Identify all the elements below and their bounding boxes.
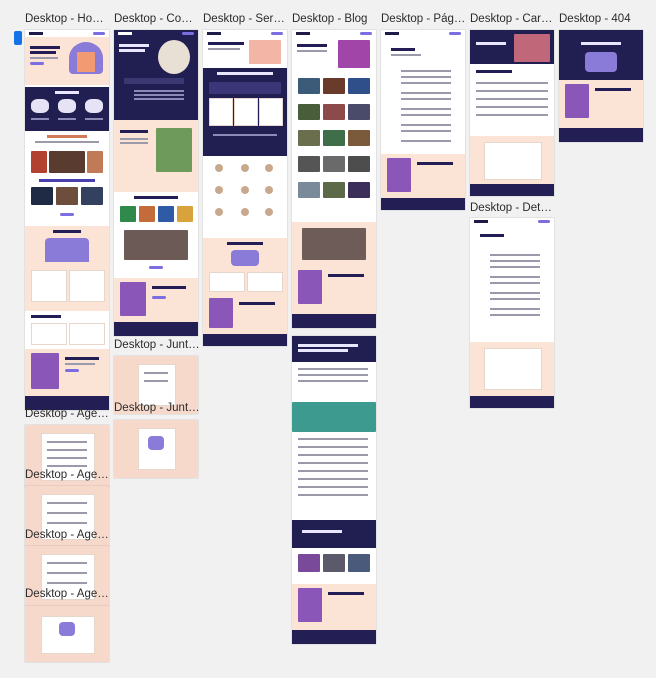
article-hero-image [292, 402, 376, 432]
newsletter-section [292, 584, 376, 630]
posts-grid [292, 74, 376, 222]
artboard-label-agenda-2[interactable]: Desktop - Age… [25, 469, 109, 481]
application-form [470, 342, 554, 396]
footer [292, 314, 376, 328]
artboard-label-blog[interactable]: Desktop - Blog [292, 13, 368, 25]
artboard-junte-1[interactable] [114, 356, 198, 414]
error-hero [559, 30, 643, 80]
footer [203, 334, 287, 346]
artboard-carreira[interactable] [470, 30, 554, 196]
artboard-label-home[interactable]: Desktop - Hom… [25, 13, 111, 25]
hero-section [114, 30, 198, 120]
footer [470, 184, 554, 196]
article-body [292, 432, 376, 520]
story-section [114, 120, 198, 192]
footer [559, 128, 643, 142]
artboard-servicos[interactable] [203, 30, 287, 346]
artboard-agenda-4[interactable] [25, 606, 109, 662]
selection-indicator [14, 31, 22, 45]
artboard-junte-2[interactable] [114, 420, 198, 478]
artboard-label-servicos[interactable]: Desktop - Servi… [203, 13, 289, 25]
artboard-label-pagina[interactable]: Desktop - Pági… [381, 13, 467, 25]
community-section [292, 222, 376, 266]
artboard-pagina[interactable] [381, 30, 465, 210]
footer [381, 198, 465, 210]
application-form [470, 136, 554, 184]
artboard-label-carreira[interactable]: Desktop - Carr… [470, 13, 556, 25]
artboard-agenda-3[interactable] [25, 546, 109, 606]
jobs-table [470, 64, 554, 136]
features-section [25, 87, 109, 131]
newsletter-section [559, 80, 643, 128]
footer [114, 322, 198, 336]
services-section [203, 68, 287, 156]
artboard-label-agenda-4[interactable]: Desktop - Age… [25, 588, 109, 600]
artboard-label-junte-1[interactable]: Desktop - Junt… [114, 339, 200, 351]
artboard-agenda-1[interactable] [25, 425, 109, 487]
artboard-home[interactable] [25, 30, 109, 410]
article-intro [292, 362, 376, 402]
footer [292, 630, 376, 644]
community-section [25, 131, 109, 226]
artboard-label-404[interactable]: Desktop - 404 [559, 13, 631, 25]
agenda-section [25, 311, 109, 349]
artboard-comunidade[interactable] [114, 30, 198, 336]
newsletter-section [292, 266, 376, 314]
artboard-blog[interactable] [292, 30, 376, 328]
footer [25, 396, 109, 410]
artboard-404[interactable] [559, 30, 643, 142]
agenda-section [203, 238, 287, 294]
hero-section [292, 30, 376, 74]
author-box [292, 520, 376, 548]
hero-section [470, 30, 554, 64]
artboard-detalhe[interactable] [470, 218, 554, 408]
newsletter-section [381, 154, 465, 198]
artboard-blog-article[interactable] [292, 336, 376, 644]
team-section [114, 192, 198, 278]
newsletter-section [114, 278, 198, 322]
newsletter-section [25, 349, 109, 396]
newsletter-section [203, 294, 287, 334]
artboard-label-agenda-1[interactable]: Desktop - Age… [25, 408, 109, 420]
artboard-agenda-2[interactable] [25, 486, 109, 546]
hero-section [203, 30, 287, 68]
artboard-label-agenda-3[interactable]: Desktop - Age… [25, 529, 109, 541]
related-posts [292, 548, 376, 584]
article-header [292, 336, 376, 362]
artboard-label-comunidade[interactable]: Desktop - Com… [114, 13, 200, 25]
team-section [203, 156, 287, 238]
footer [470, 396, 554, 408]
artboard-label-detalhe[interactable]: Desktop - Deta… [470, 202, 556, 214]
artboard-label-junte-2[interactable]: Desktop - Junt… [114, 402, 200, 414]
hero-section [25, 30, 109, 85]
cta-section [25, 226, 109, 311]
